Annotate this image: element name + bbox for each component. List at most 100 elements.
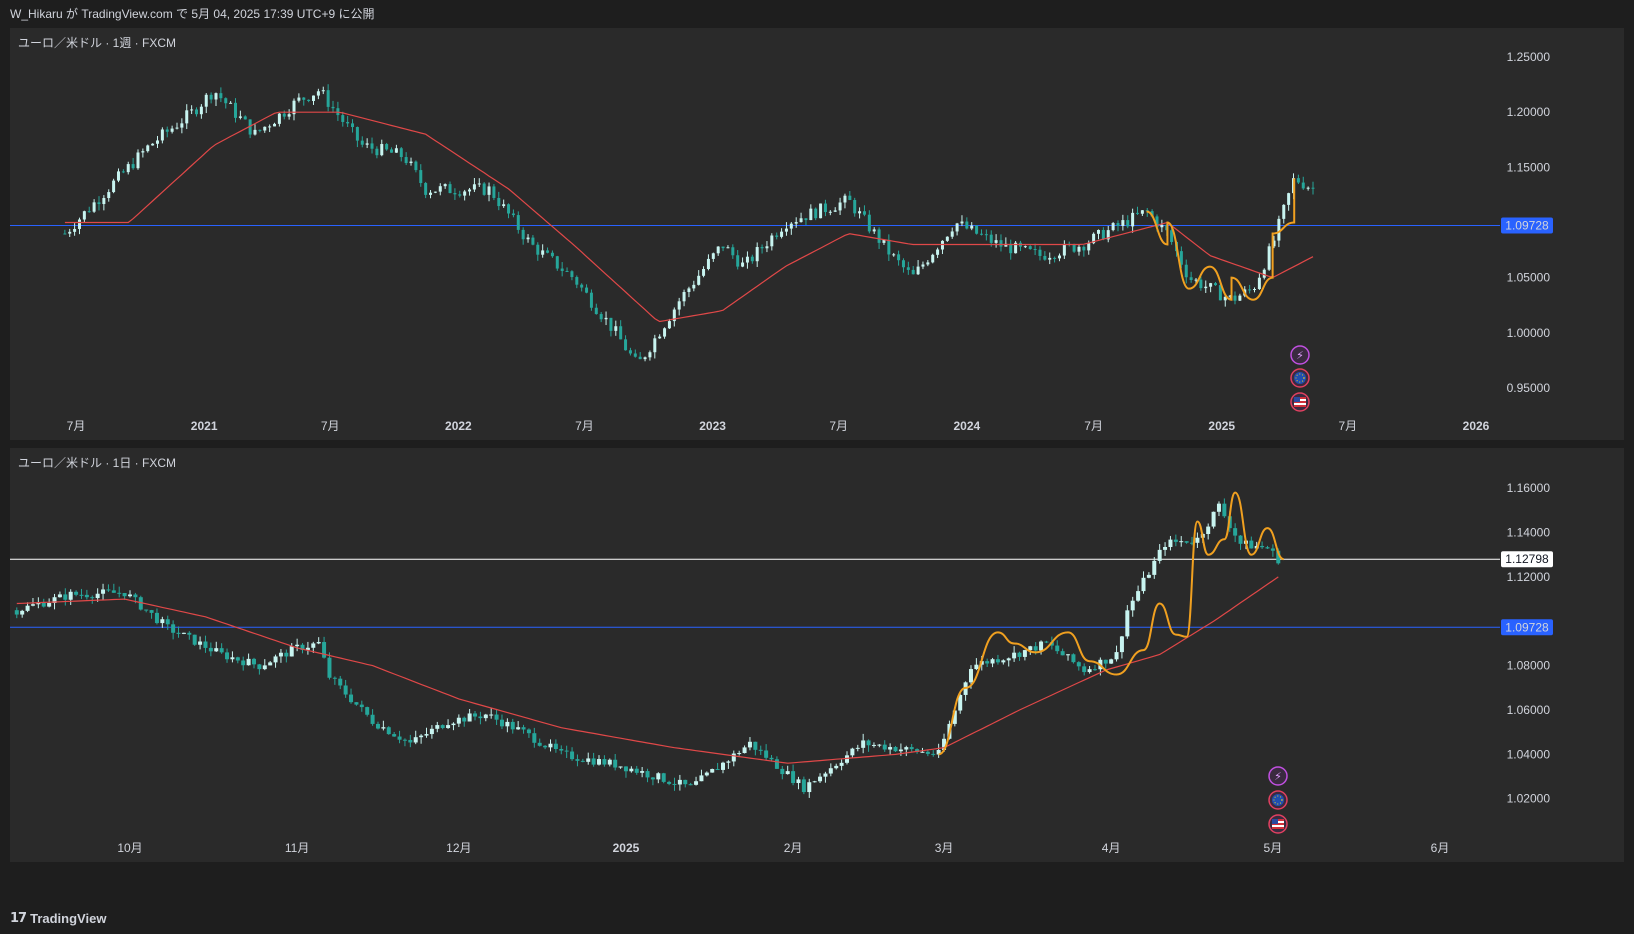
candle-body xyxy=(136,152,140,169)
candle-body xyxy=(138,597,143,610)
daily-chart[interactable]: 1.16000 1.14000 1.12000 1.08000 1.06000 1.040… xyxy=(10,448,1624,862)
candle-body xyxy=(234,102,238,118)
candle-body xyxy=(341,115,345,122)
candle-body xyxy=(794,222,798,224)
candle-body xyxy=(629,768,634,772)
candle-body xyxy=(683,779,688,785)
level-price-tag xyxy=(1501,619,1553,636)
candle-body xyxy=(68,591,73,600)
candle-body xyxy=(151,143,155,146)
candle-body xyxy=(1082,246,1086,251)
candle-body xyxy=(618,766,623,768)
candle-body xyxy=(850,748,855,756)
candle-body xyxy=(828,768,833,774)
candle-body xyxy=(128,594,132,597)
candle-body xyxy=(853,200,857,214)
lightning-icon: ⚡ xyxy=(1268,766,1288,786)
candle-body xyxy=(343,685,348,695)
candle-body xyxy=(203,641,208,648)
candle-body xyxy=(906,267,910,270)
candle-body xyxy=(468,189,472,192)
candle-body xyxy=(1048,257,1052,260)
candle-body xyxy=(1043,255,1047,260)
x-tick-label: 5月 xyxy=(1264,841,1283,855)
candle-body xyxy=(295,644,300,647)
candle-body xyxy=(609,317,613,331)
candle-body xyxy=(492,186,496,198)
candle-body xyxy=(487,186,491,195)
daily-chart-pane[interactable]: 1.16000 1.14000 1.12000 1.08000 1.06000 1.040… xyxy=(10,448,1624,862)
candle-body xyxy=(1199,279,1203,289)
candle-body xyxy=(867,214,871,232)
candle-body xyxy=(467,713,472,722)
candle-body xyxy=(238,116,242,118)
candle-body xyxy=(160,619,165,624)
candle-body xyxy=(404,157,408,164)
candle-body xyxy=(796,779,801,784)
candle-body xyxy=(715,769,720,771)
candle-body xyxy=(1214,283,1218,286)
candle-body xyxy=(165,619,170,625)
y-tick-label: 1.04000 xyxy=(1507,747,1551,761)
candle-body xyxy=(828,211,832,213)
candle-body xyxy=(699,775,704,782)
candle-body xyxy=(144,609,149,611)
candle-body xyxy=(316,642,321,644)
candle-body xyxy=(332,677,337,679)
candle-body xyxy=(36,602,41,605)
candle-body xyxy=(402,739,407,741)
candle-body xyxy=(1082,666,1087,673)
candle-body xyxy=(1028,646,1033,651)
candle-body xyxy=(844,755,849,763)
candle-body xyxy=(823,773,828,777)
candle-body xyxy=(307,99,311,101)
candle-body xyxy=(1272,240,1276,247)
candle-body xyxy=(785,771,790,775)
candle-body xyxy=(47,603,52,607)
candle-body xyxy=(812,781,817,783)
candle-body xyxy=(960,221,964,224)
svg-text:⚡: ⚡ xyxy=(1296,350,1304,362)
candle-body xyxy=(1071,654,1076,663)
candle-body xyxy=(753,741,758,750)
candle-body xyxy=(516,215,520,230)
candle-body xyxy=(970,225,974,229)
candle-body xyxy=(877,229,881,243)
x-tick-label: 2025 xyxy=(613,841,640,855)
x-tick-label: 3月 xyxy=(935,841,954,855)
candle-body xyxy=(604,317,608,320)
y-tick-label: 1.20000 xyxy=(1507,105,1551,119)
candle-body xyxy=(710,769,715,773)
candle-body xyxy=(1044,641,1049,643)
tradingview-logo[interactable]: 17 TradingView xyxy=(10,911,106,926)
weekly-chart-pane[interactable]: 1.25000 1.20000 1.15000 1.05000 1.00000 0.950… xyxy=(10,28,1624,440)
candle-body xyxy=(1194,279,1198,281)
candle-body xyxy=(706,258,710,270)
candle-body xyxy=(658,336,662,339)
candle-body xyxy=(1163,547,1168,550)
candle-body xyxy=(208,647,213,652)
candle-body xyxy=(774,759,779,769)
candle-body xyxy=(126,164,130,173)
weekly-chart[interactable]: 1.25000 1.20000 1.15000 1.05000 1.00000 0.950… xyxy=(10,28,1624,440)
candle-body xyxy=(505,721,510,727)
candle-body xyxy=(1206,526,1211,535)
candle-body xyxy=(300,644,305,650)
candle-body xyxy=(1216,503,1221,512)
candle-body xyxy=(1076,662,1081,667)
candle-body xyxy=(858,211,862,214)
candle-body xyxy=(872,229,876,232)
candle-body xyxy=(952,710,957,724)
current-price-tag xyxy=(1501,551,1553,568)
candle-body xyxy=(672,783,677,785)
candle-body xyxy=(273,123,277,127)
candle-body xyxy=(897,254,901,261)
candle-body xyxy=(1103,659,1108,664)
x-tick-label: 7月 xyxy=(321,419,340,433)
candle-body xyxy=(521,229,525,240)
candle-body xyxy=(463,191,467,196)
candle-body xyxy=(893,747,898,752)
candle-body xyxy=(570,751,575,760)
candle-body xyxy=(424,183,428,195)
candle-body xyxy=(1270,548,1275,551)
